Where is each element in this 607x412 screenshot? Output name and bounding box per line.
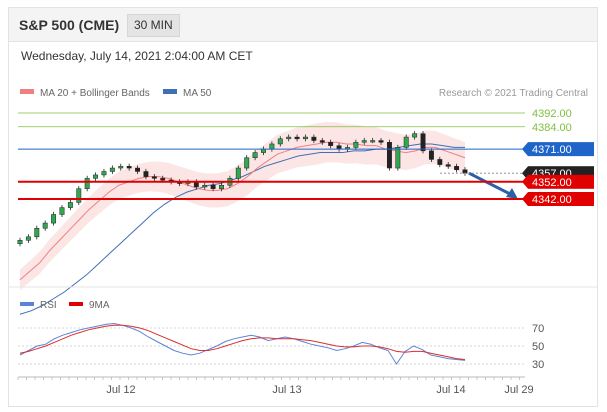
candle-body (403, 136, 409, 148)
candle-body (93, 174, 99, 179)
legend-9ma-label: 9MA (89, 300, 110, 311)
candle-body (328, 141, 334, 146)
legend-9ma-swatch (69, 302, 83, 306)
candle-body (118, 166, 124, 169)
candle-body (428, 150, 434, 160)
projection-arrow (468, 171, 513, 197)
candle-body (76, 188, 82, 203)
candle-body (51, 214, 57, 224)
candle-body (454, 166, 460, 171)
candle-body (445, 164, 451, 167)
x-axis: Jul 12 Jul 13 Jul 14 Jul 29 (17, 377, 534, 396)
chart-credit: Research © 2021 Trading Central (439, 88, 588, 99)
candle-body (277, 138, 283, 145)
candle-body (135, 167, 140, 172)
rsi-tick-label: 70 (532, 323, 544, 335)
level-label-support: 4352.00 (532, 177, 572, 189)
candle-body (210, 184, 216, 189)
candle-body (42, 222, 48, 229)
candle-body (235, 167, 241, 179)
legend-rsi-swatch (20, 302, 34, 306)
legend-ma20-swatch (20, 89, 34, 94)
rsi-line (19, 322, 466, 365)
instrument-title: S&P 500 (CME) (19, 17, 120, 33)
level-label-support: 4342.00 (532, 194, 572, 206)
level-label-resistance: 4392.00 (532, 108, 572, 120)
candle-body (244, 157, 250, 169)
candle-body (311, 136, 317, 141)
candle-body (336, 145, 342, 150)
candle-body (462, 169, 468, 174)
x-tick-label: Jul 29 (504, 384, 533, 396)
candle-body (386, 141, 392, 169)
candle-body (269, 143, 275, 150)
level-label-resistance: 4384.00 (532, 122, 572, 134)
candle-body (252, 152, 258, 158)
candle-body (151, 176, 157, 179)
candle-body (294, 136, 300, 140)
candle-body (67, 202, 73, 208)
title-bar: S&P 500 (CME) 30 MIN (9, 8, 597, 42)
level-tag-arrow (522, 192, 528, 206)
price-levels: 4392.004384.004371.004357.004352.004342.… (18, 108, 594, 206)
chart-datetime: Wednesday, July 14, 2021 2:04:00 AM CET (21, 49, 253, 63)
candle-body (34, 227, 40, 238)
candle-body (319, 140, 325, 143)
candle-body (84, 178, 90, 189)
candle-body (25, 236, 31, 241)
legend-ma20-label: MA 20 + Bollinger Bands (40, 88, 150, 99)
level-tag-arrow (522, 174, 528, 189)
candle-body (219, 184, 224, 189)
candle-body (160, 178, 166, 181)
candle-body (420, 133, 426, 152)
rsi-tick-label: 30 (532, 359, 544, 371)
candle-body (126, 166, 132, 169)
candle-body (261, 148, 266, 153)
candle-body (437, 159, 443, 165)
legend-rsi-label: RSI (40, 300, 57, 311)
level-tag-support (528, 174, 594, 189)
bollinger-band (20, 121, 465, 291)
candle-body (370, 140, 376, 143)
timeframe-badge[interactable]: 30 MIN (127, 14, 180, 37)
candle-body (17, 240, 23, 244)
level-label-pivot: 4371.00 (532, 144, 572, 156)
projection-arrowhead (506, 188, 518, 199)
candle-body (395, 147, 401, 169)
candle-body (143, 171, 149, 177)
x-tick-label: Jul 12 (106, 384, 135, 396)
candle-body (59, 207, 65, 215)
candle-body (202, 184, 208, 188)
rsi-ma-line (19, 324, 466, 360)
candle-body (101, 171, 107, 176)
x-tick-label: Jul 14 (436, 384, 465, 396)
candle-body (109, 167, 115, 172)
candle-body (412, 133, 418, 138)
rsi-tick-label: 50 (532, 341, 544, 353)
legend-ma50-label: MA 50 (183, 88, 212, 99)
rsi-plot: 70 50 30 (18, 322, 544, 371)
level-tag-arrow (522, 142, 528, 157)
x-tick-label: Jul 13 (272, 384, 301, 396)
price-plot (17, 121, 518, 315)
candle-body (361, 140, 367, 143)
level-tag-support (528, 192, 594, 206)
candle-body (286, 136, 292, 140)
candle-body (303, 136, 308, 140)
level-tag-pivot (528, 142, 594, 157)
legend-ma50-swatch (163, 89, 177, 94)
candle-body (353, 141, 359, 148)
candle-body (378, 140, 384, 143)
